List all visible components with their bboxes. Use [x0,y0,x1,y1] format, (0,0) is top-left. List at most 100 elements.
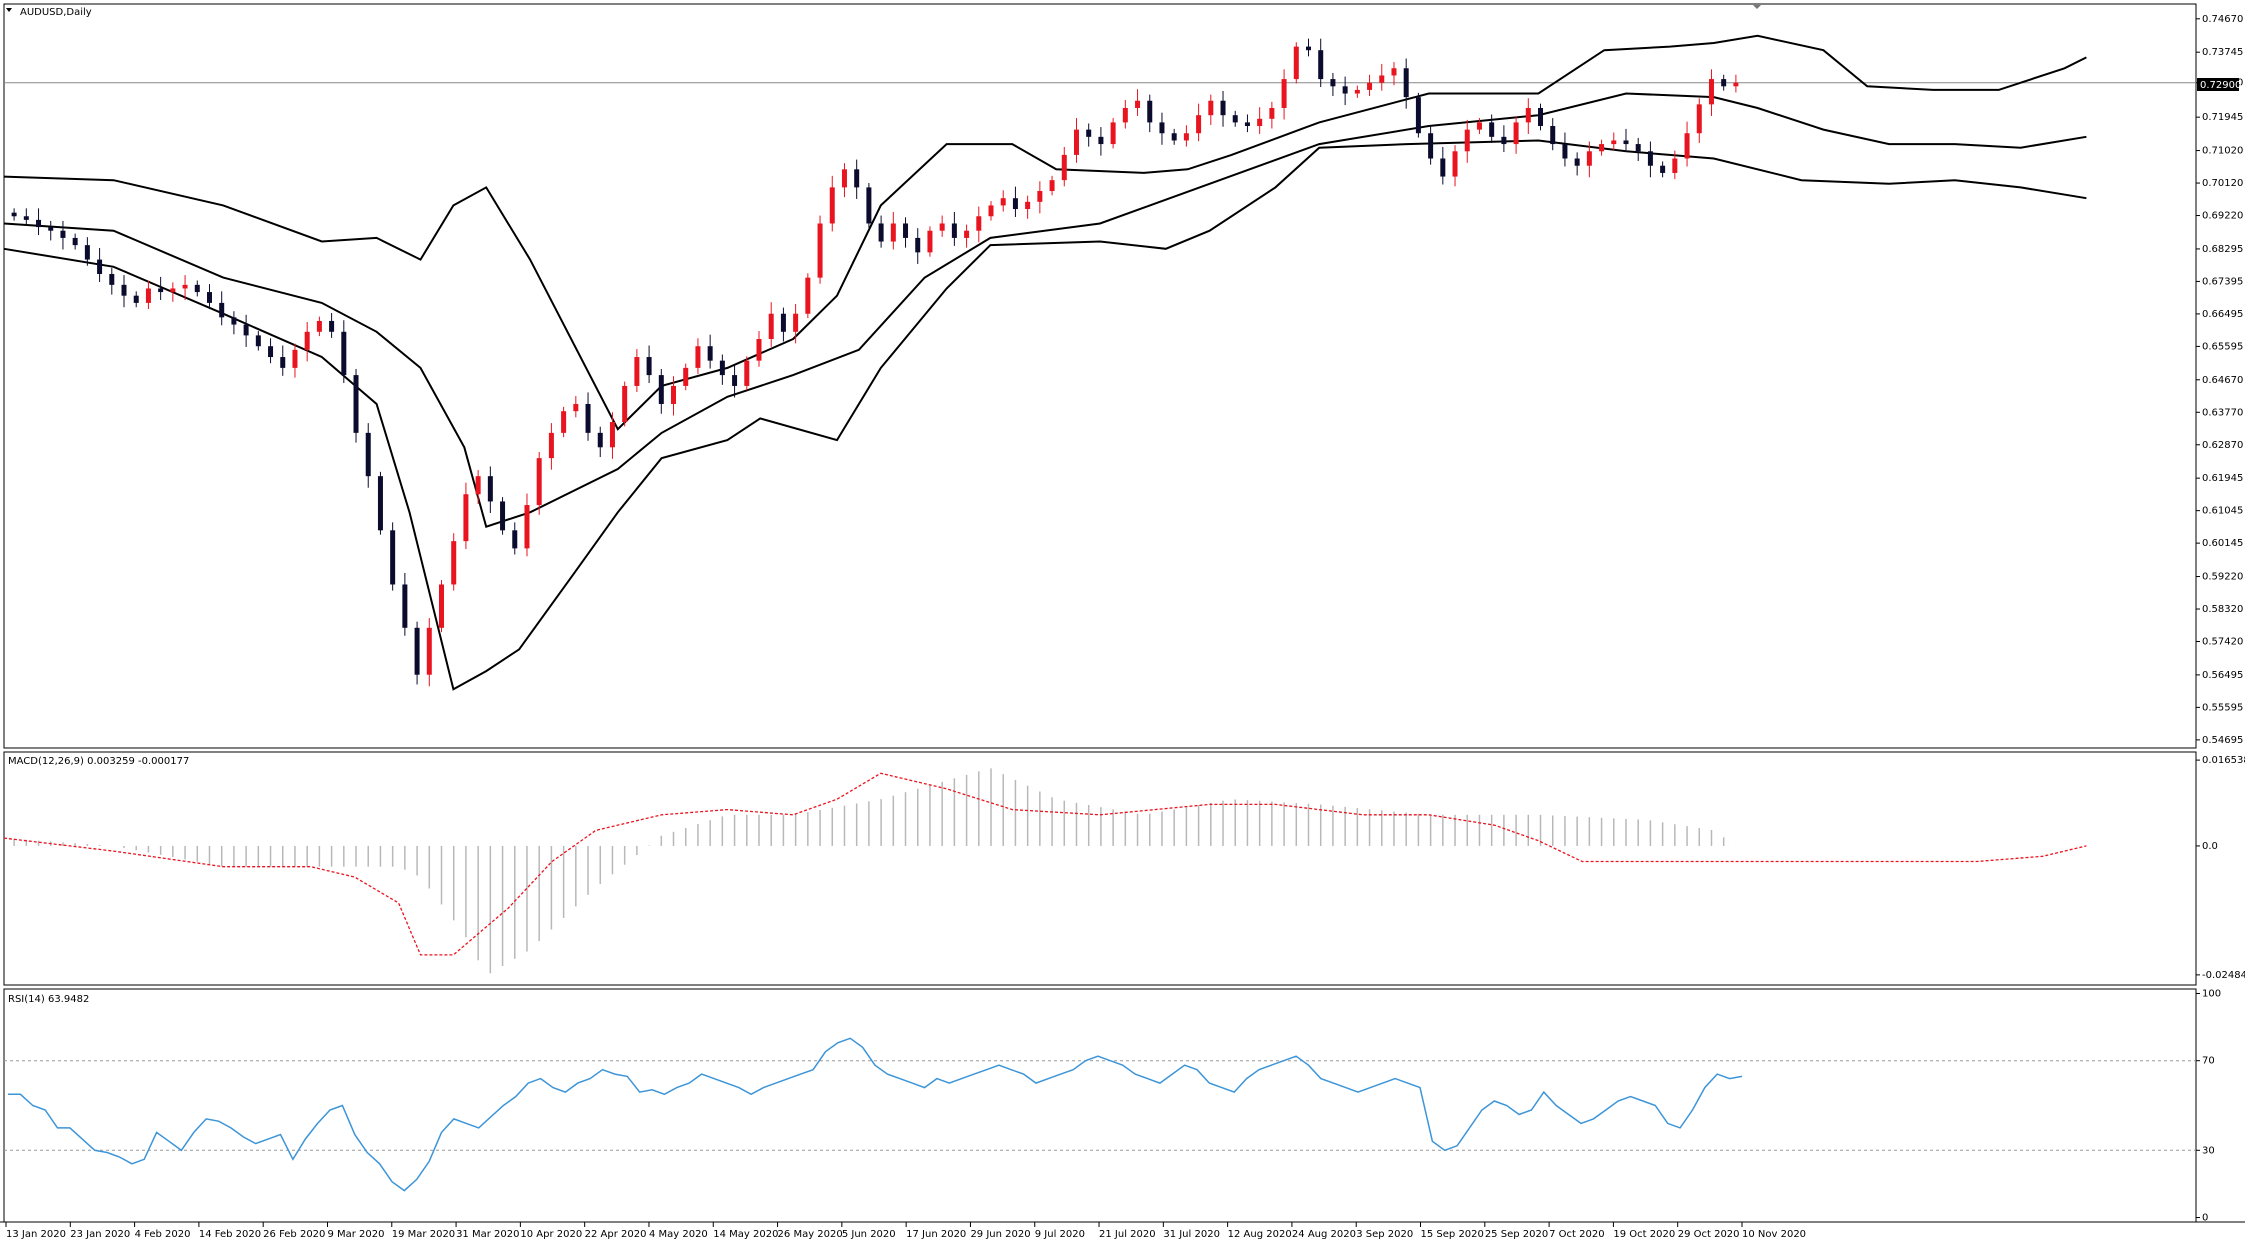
candle-body [1415,97,1421,134]
pane-frame-3 [3,988,2197,1223]
candle-body [903,223,909,238]
price-tick-label: 0.73745 [2202,47,2243,58]
candle-body [524,505,530,549]
candle-body [182,284,188,289]
macd-tick-label: -0.024849 [2202,970,2245,981]
price-tick-label: 0.74670 [2202,14,2243,25]
price-tick-label: 0.69220 [2202,211,2243,222]
time-tick-label: 19 Oct 2020 [1613,1229,1675,1240]
candle-body [1342,86,1348,94]
price-tick-label: 0.70120 [2202,178,2243,189]
candle-body [1501,136,1507,145]
candle-body [500,501,506,531]
candle-body [1135,100,1141,108]
candle-body [1672,158,1678,173]
price-tick-label: 0.60145 [2202,538,2243,549]
price-tick-label: 0.54695 [2202,735,2243,746]
price-tick-label: 0.71020 [2202,146,2243,157]
candle-body [60,230,66,238]
candle-body [1330,79,1336,87]
time-tick-label: 29 Jun 2020 [970,1229,1030,1240]
candle-body [1574,158,1580,166]
time-tick-label: 10 Nov 2020 [1742,1229,1806,1240]
candle-body [1733,82,1739,87]
rsi-tick-label: 100 [2202,988,2221,999]
candle-body [1318,50,1324,80]
time-tick-label: 23 Jan 2020 [70,1229,130,1240]
price-tick-label: 0.61945 [2202,473,2243,484]
candle-body [97,259,103,275]
candle-body [1550,126,1556,145]
candle-body [1440,158,1446,177]
candle-body [158,288,164,293]
rsi-tick-label: 70 [2202,1056,2215,1067]
macd-label: MACD(12,26,9) 0.003259 -0.000177 [8,756,189,767]
candle-body [915,237,921,253]
candle-body [1586,151,1592,166]
candle-body [206,292,212,303]
candle-body [1196,115,1202,134]
candle-body [1428,133,1434,159]
time-tick-label: 22 Apr 2020 [585,1229,647,1240]
candle-body [243,324,249,336]
candle-body [365,432,371,477]
candle-body [170,288,176,293]
time-tick-label: 19 Mar 2020 [392,1229,455,1240]
candle-body [597,432,603,448]
macd-tick-label: 0.016538 [2202,755,2245,766]
candle-body [402,584,408,628]
pane-frame-1 [3,3,2197,749]
candle-body [1538,107,1544,127]
candle-body [1037,190,1043,202]
time-tick-label: 31 Mar 2020 [456,1229,519,1240]
candle-body [255,335,261,347]
candle-body [84,245,90,260]
candle-body [976,216,982,231]
pane-frame-2 [3,751,2197,986]
candle-body [1525,107,1531,123]
candle-body [866,187,872,224]
time-tick-label: 21 Jul 2020 [1099,1229,1156,1240]
candle-body [951,223,957,238]
time-tick-label: 13 Jan 2020 [6,1229,66,1240]
candle-body [1513,122,1519,145]
price-tick-label: 0.64670 [2202,375,2243,386]
candle-body [1049,180,1055,191]
candle-body [1086,129,1092,137]
candle-body [1367,82,1373,90]
price-tick-label: 0.62870 [2202,440,2243,451]
time-tick-label: 17 Jun 2020 [906,1229,966,1240]
dropdown-triangle-icon[interactable] [6,8,12,12]
candle-body [145,288,151,303]
candle-body [1073,129,1079,155]
candle-body [964,230,970,238]
candle-body [1623,140,1629,145]
candle-body [1220,100,1226,116]
candle-body [414,627,420,675]
candle-body [548,432,554,459]
candle-body [463,494,469,542]
candle-body [231,317,237,325]
candle-body [377,476,383,531]
candlesticks [11,38,1739,687]
price-tick-label: 0.66495 [2202,309,2243,320]
candle-body [573,403,579,412]
candle-body [109,274,115,285]
candle-body [927,230,933,253]
candle-body [1403,68,1409,98]
candle-body [536,458,542,506]
candle-body [304,331,310,350]
candle-body [1171,133,1177,141]
candle-body [439,584,444,628]
candle-body [1379,75,1385,83]
candle-body [561,411,567,433]
candle-body [1147,100,1153,123]
candle-body [1159,122,1165,134]
price-tick-label: 0.71945 [2202,112,2243,123]
time-tick-label: 14 May 2020 [713,1229,778,1240]
rsi-series-line [8,1037,1743,1192]
price-tick-label: 0.55595 [2202,702,2243,713]
candle-body [1061,154,1067,181]
price-axis: 0.74670 0.73745 0.72900 0.71945 0.71020 0.701… [2196,14,2245,1224]
